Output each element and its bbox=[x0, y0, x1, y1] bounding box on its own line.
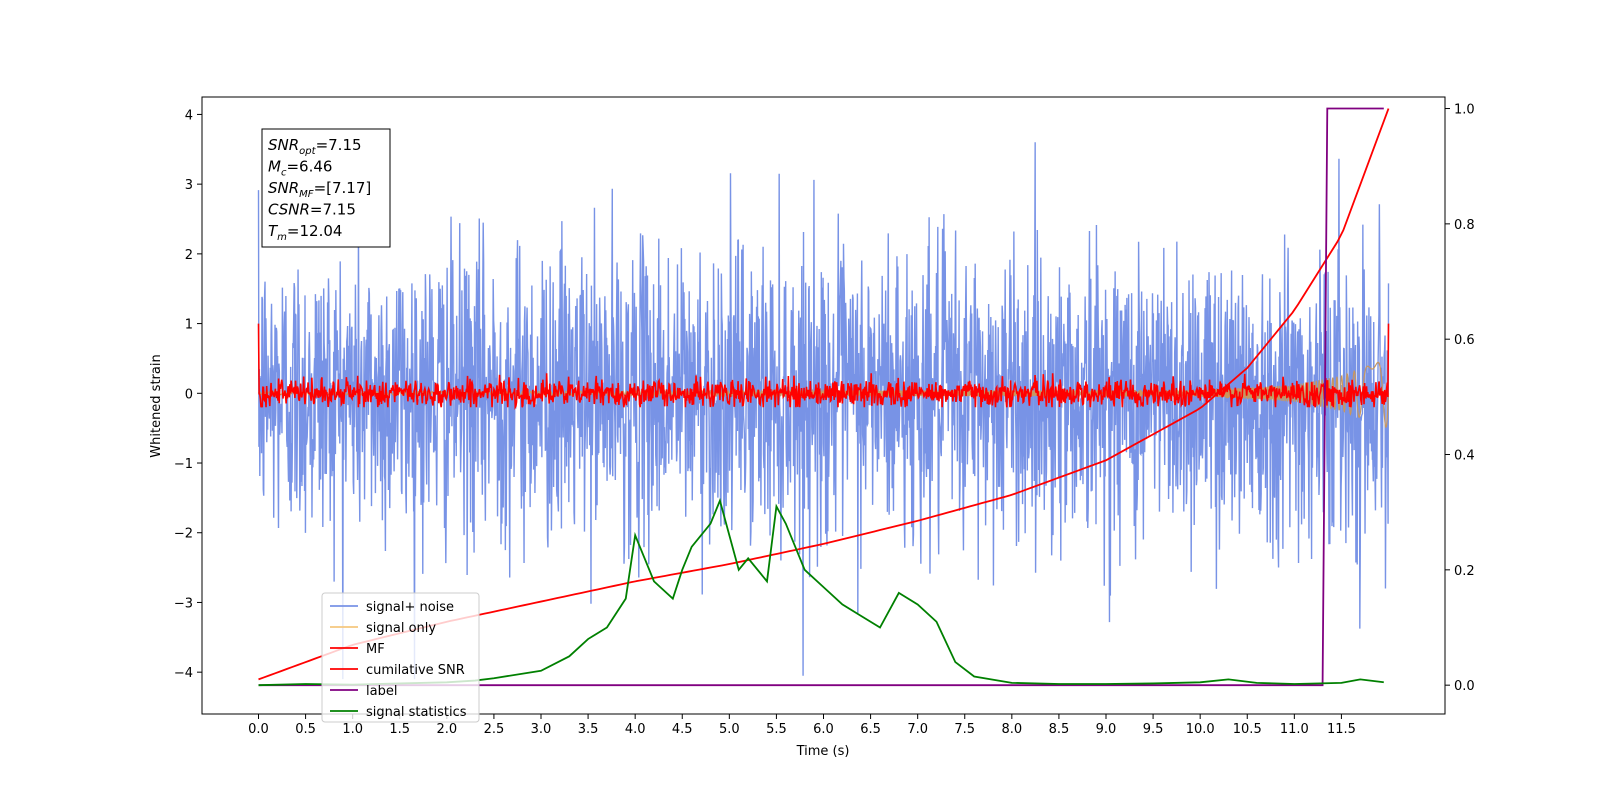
x-tick-label: 6.5 bbox=[860, 722, 881, 737]
y-axis-left: 4 3 2 1 0 −1 −2 −3 −4 bbox=[174, 108, 202, 681]
annotation-line: Tm=12.04 bbox=[268, 222, 342, 243]
x-tick-label: 7.5 bbox=[954, 722, 975, 737]
y-tick-label: 2 bbox=[185, 248, 193, 263]
y-tick-label: 3 bbox=[185, 178, 193, 193]
x-tick-label: 1.0 bbox=[342, 722, 363, 737]
x-tick-label: 6.0 bbox=[813, 722, 834, 737]
series-signal-noise bbox=[257, 142, 1390, 680]
y-axis-right: 1.0 0.8 0.6 0.4 0.2 0.0 bbox=[1445, 103, 1475, 694]
x-tick-label: 5.5 bbox=[766, 722, 787, 737]
annotation-line: SNRMF=[7.17] bbox=[268, 179, 371, 200]
legend-frame bbox=[321, 592, 480, 723]
series-signal-statistics bbox=[258, 497, 1384, 687]
x-tick-label: 9.0 bbox=[1096, 722, 1117, 737]
x-tick-label: 7.0 bbox=[907, 722, 928, 737]
series-label bbox=[258, 107, 1384, 687]
y-axis-label: Whitened strain bbox=[149, 354, 164, 457]
x-tick-label: 0.5 bbox=[295, 722, 316, 737]
legend-label: signal only bbox=[366, 621, 436, 636]
y2-tick-label: 0.4 bbox=[1454, 449, 1475, 464]
x-tick-label: 2.0 bbox=[436, 722, 457, 737]
y2-tick-label: 0.8 bbox=[1454, 218, 1475, 233]
x-tick-label: 10.5 bbox=[1233, 722, 1262, 737]
x-tick-label: 10.0 bbox=[1186, 722, 1215, 737]
y-tick-label: 1 bbox=[185, 318, 193, 333]
x-tick-label: 1.5 bbox=[389, 722, 410, 737]
legend-label: label bbox=[366, 684, 397, 699]
y-tick-label: −4 bbox=[174, 666, 193, 681]
x-axis: 0.0 0.5 1.0 1.5 2.0 2.5 3.0 3.5 4.0 4.5 5.0 5.5 6.0 6… bbox=[248, 714, 1356, 737]
series-mf bbox=[257, 323, 1390, 411]
x-tick-label: 3.5 bbox=[578, 722, 599, 737]
x-tick-label: 2.5 bbox=[484, 722, 505, 737]
y-tick-label: 0 bbox=[185, 387, 193, 402]
x-tick-label: 4.0 bbox=[625, 722, 646, 737]
legend-label: cumilative SNR bbox=[366, 663, 465, 678]
y2-tick-label: 0.2 bbox=[1454, 564, 1475, 579]
y-tick-label: −2 bbox=[174, 527, 193, 542]
x-tick-label: 4.5 bbox=[672, 722, 693, 737]
legend-label: signal statistics bbox=[366, 705, 467, 720]
annotation-frame bbox=[261, 128, 391, 248]
legend-label: MF bbox=[366, 642, 385, 657]
x-tick-label: 3.0 bbox=[531, 722, 552, 737]
x-axis-label: Time (s) bbox=[796, 744, 850, 759]
x-tick-label: 5.0 bbox=[719, 722, 740, 737]
y-tick-label: 4 bbox=[185, 108, 193, 123]
x-tick-label: 8.5 bbox=[1049, 722, 1070, 737]
y-tick-label: −1 bbox=[174, 457, 193, 472]
annotation-line: SNRopt=7.15 bbox=[268, 136, 362, 157]
legend: signal+ noise signal only MF cumilative SNR… bbox=[321, 592, 480, 723]
x-tick-label: 9.5 bbox=[1143, 722, 1164, 737]
x-tick-label: 0.0 bbox=[248, 722, 269, 737]
x-tick-label: 8.0 bbox=[1001, 722, 1022, 737]
y2-tick-label: 0.0 bbox=[1454, 679, 1475, 694]
y2-tick-label: 1.0 bbox=[1454, 103, 1475, 118]
y2-tick-label: 0.6 bbox=[1454, 333, 1475, 348]
annotation-line: Mc=6.46 bbox=[268, 158, 332, 179]
x-tick-label: 11.0 bbox=[1280, 722, 1309, 737]
annotation-line: CSNR=7.15 bbox=[268, 201, 356, 219]
x-tick-label: 11.5 bbox=[1327, 722, 1356, 737]
legend-label: signal+ noise bbox=[366, 600, 454, 615]
y-tick-label: −3 bbox=[174, 596, 193, 611]
